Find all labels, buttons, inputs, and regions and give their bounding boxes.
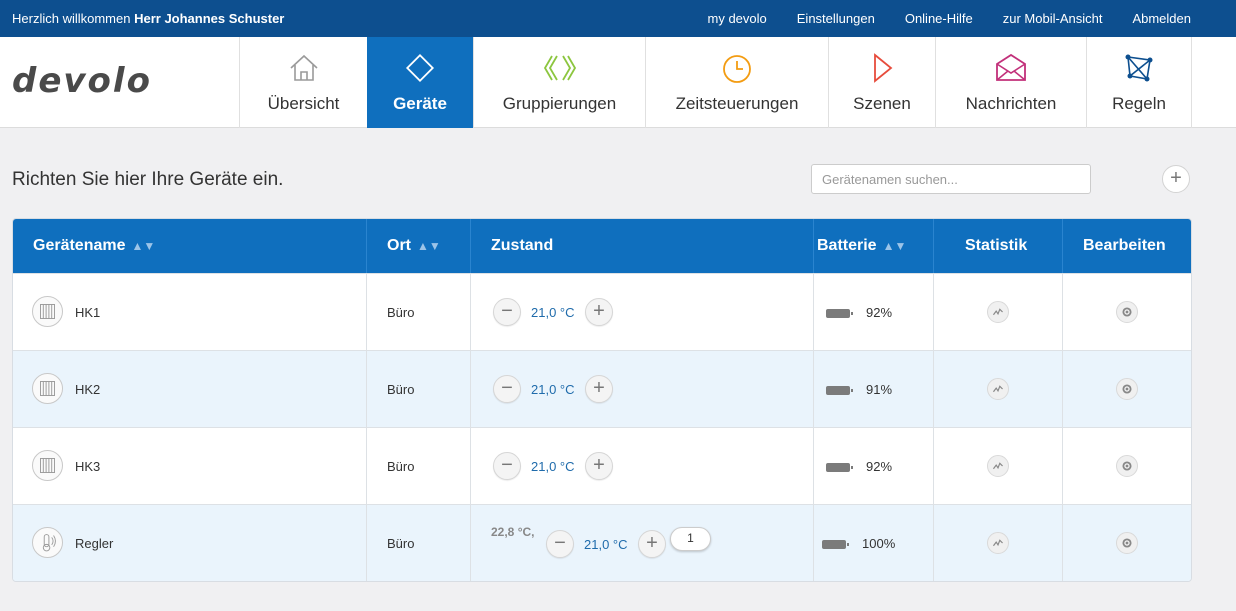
link-abmelden[interactable]: Abmelden xyxy=(1132,11,1191,26)
tab-label: Gruppierungen xyxy=(502,94,617,113)
battery-level: 92% xyxy=(866,305,893,320)
gear-icon[interactable] xyxy=(1116,378,1138,400)
device-location: Büro xyxy=(387,459,415,474)
device-location: Büro xyxy=(387,305,415,320)
header-label: Gerätename xyxy=(33,237,126,255)
tab-regeln[interactable]: Regeln xyxy=(1086,37,1192,128)
tab-label: Übersicht xyxy=(267,94,340,113)
network-icon xyxy=(1125,54,1153,82)
link-mobil-ansicht[interactable]: zur Mobil-Ansicht xyxy=(1002,11,1103,26)
tab-label: Szenen xyxy=(853,94,911,113)
header-label: Ort xyxy=(387,237,411,255)
gear-icon[interactable] xyxy=(1116,532,1138,554)
header-geraetename[interactable]: Gerätename ▲▼ xyxy=(33,219,155,273)
mode-toggle[interactable]: 1 xyxy=(670,527,711,551)
tab-geraete[interactable]: Geräte xyxy=(367,37,473,128)
header-zustand: Zustand xyxy=(491,237,554,254)
increase-temp-button[interactable]: + xyxy=(585,375,613,403)
statistics-icon[interactable] xyxy=(987,455,1009,477)
target-temp: 21,0 °C xyxy=(531,305,575,320)
current-temp: 22,8 °C, xyxy=(491,525,535,539)
tab-label: Geräte xyxy=(393,94,447,113)
tab-label: Nachrichten xyxy=(965,94,1057,113)
sort-icon: ▲▼ xyxy=(417,239,441,253)
decrease-temp-button[interactable]: − xyxy=(493,298,521,326)
decrease-temp-button[interactable]: − xyxy=(546,530,574,558)
chevrons-icon xyxy=(543,55,576,81)
header-label: Batterie xyxy=(817,237,877,255)
device-location: Büro xyxy=(387,382,415,397)
target-temp: 21,0 °C xyxy=(531,382,575,397)
device-name[interactable]: HK3 xyxy=(75,459,101,474)
play-icon xyxy=(874,53,893,83)
device-search-input[interactable] xyxy=(811,164,1091,194)
tab-uebersicht[interactable]: Übersicht xyxy=(239,37,367,128)
gear-icon[interactable] xyxy=(1116,301,1138,323)
radiator-icon xyxy=(32,450,63,481)
increase-temp-button[interactable]: + xyxy=(638,530,666,558)
header-ort[interactable]: Ort ▲▼ xyxy=(387,219,441,273)
link-online-hilfe[interactable]: Online-Hilfe xyxy=(904,11,973,26)
header-batterie[interactable]: Batterie ▲▼ xyxy=(817,219,906,273)
tab-label: Zeitsteuerungen xyxy=(675,94,799,113)
sort-icon: ▲▼ xyxy=(131,239,156,253)
statistics-icon[interactable] xyxy=(987,378,1009,400)
top-links: my devolo Einstellungen Online-Hilfe zur… xyxy=(678,11,1191,26)
sort-icon: ▲▼ xyxy=(882,239,907,253)
header-bearbeiten: Bearbeiten xyxy=(1083,237,1166,254)
add-device-button[interactable]: + xyxy=(1162,165,1190,193)
thermostat-icon xyxy=(32,527,63,558)
table-row: HK1 Büro − 21,0 °C + 92% xyxy=(13,273,1191,350)
top-bar: Herzlich willkommen Herr Johannes Schust… xyxy=(0,0,1236,37)
user-name: Herr Johannes Schuster xyxy=(134,11,285,26)
battery-level: 100% xyxy=(862,536,896,551)
target-temp: 21,0 °C xyxy=(531,459,575,474)
clock-icon xyxy=(723,55,751,83)
tab-nachrichten[interactable]: Nachrichten xyxy=(935,37,1086,128)
devices-table: Gerätename ▲▼ Ort ▲▼ Zustand Batterie ▲▼ St… xyxy=(12,218,1192,582)
table-header: Gerätename ▲▼ Ort ▲▼ Zustand Batterie ▲▼ St… xyxy=(13,219,1191,273)
statistics-icon[interactable] xyxy=(987,301,1009,323)
house-icon xyxy=(289,54,318,81)
table-row: Regler Büro 22,8 °C, − 21,0 °C + 1 100% xyxy=(13,504,1191,581)
battery-level: 92% xyxy=(866,459,893,474)
gear-icon[interactable] xyxy=(1116,455,1138,477)
tab-label: Regeln xyxy=(1112,94,1166,113)
tab-gruppierungen[interactable]: Gruppierungen xyxy=(473,37,645,128)
header-statistik: Statistik xyxy=(965,237,1028,254)
table-row: HK3 Büro − 21,0 °C + 92% xyxy=(13,427,1191,504)
device-name[interactable]: HK1 xyxy=(75,305,101,320)
table-row: HK2 Büro − 21,0 °C + 91% xyxy=(13,350,1191,427)
envelope-icon xyxy=(996,53,1026,81)
radiator-icon xyxy=(32,373,63,404)
radiator-icon xyxy=(32,296,63,327)
battery-icon xyxy=(826,386,853,395)
device-location: Büro xyxy=(387,536,415,551)
devolo-logo[interactable]: devolo xyxy=(12,61,152,101)
welcome-prefix: Herzlich willkommen xyxy=(12,11,131,26)
device-name[interactable]: Regler xyxy=(75,536,114,551)
statistics-icon[interactable] xyxy=(987,532,1009,554)
battery-icon xyxy=(822,540,849,549)
battery-icon xyxy=(826,309,853,318)
link-einstellungen[interactable]: Einstellungen xyxy=(796,11,875,26)
target-temp: 21,0 °C xyxy=(584,537,628,552)
tab-zeitsteuerungen[interactable]: Zeitsteuerungen xyxy=(645,37,828,128)
diamond-icon xyxy=(405,53,435,83)
main-nav: devolo Übersicht Geräte Gruppierungen Ze… xyxy=(0,37,1236,128)
increase-temp-button[interactable]: + xyxy=(585,452,613,480)
welcome-message: Herzlich willkommen Herr Johannes Schust… xyxy=(12,11,284,26)
battery-icon xyxy=(826,463,853,472)
device-name[interactable]: HK2 xyxy=(75,382,101,397)
decrease-temp-button[interactable]: − xyxy=(493,452,521,480)
decrease-temp-button[interactable]: − xyxy=(493,375,521,403)
tab-szenen[interactable]: Szenen xyxy=(828,37,935,128)
battery-level: 91% xyxy=(866,382,893,397)
link-my-devolo[interactable]: my devolo xyxy=(707,11,767,26)
increase-temp-button[interactable]: + xyxy=(585,298,613,326)
page-intro: Richten Sie hier Ihre Geräte ein. xyxy=(12,169,284,190)
